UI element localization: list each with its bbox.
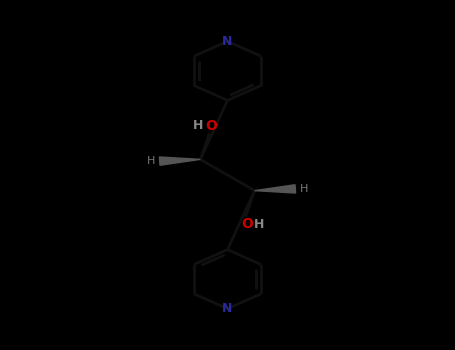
Text: N: N (222, 35, 233, 48)
Text: H: H (147, 156, 155, 166)
Polygon shape (255, 185, 296, 193)
Text: H: H (300, 184, 308, 194)
Text: N: N (222, 302, 233, 315)
Text: O: O (206, 119, 217, 133)
Polygon shape (159, 157, 200, 165)
Text: O: O (241, 217, 253, 231)
Text: H: H (254, 218, 264, 231)
Text: H: H (193, 119, 203, 132)
